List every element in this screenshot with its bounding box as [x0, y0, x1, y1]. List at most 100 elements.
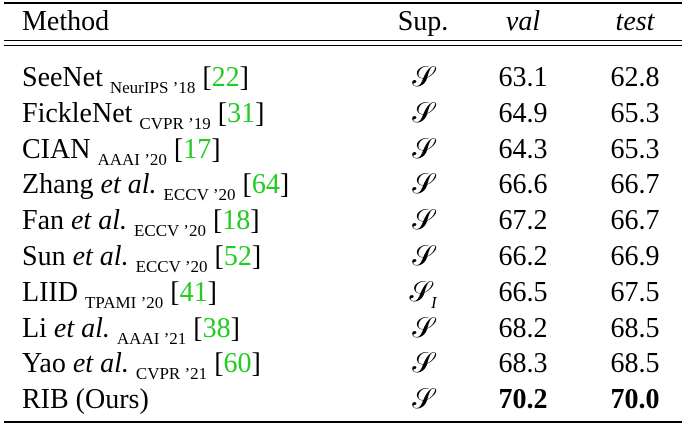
method-name: RIB (Ours): [22, 384, 149, 416]
val-score: 66.6: [498, 169, 548, 201]
top-rule: [4, 2, 682, 4]
venue: ECCV ’20: [163, 185, 236, 205]
supervision: 𝒮: [412, 205, 434, 237]
citation: 31: [227, 97, 256, 129]
test-score: 70.0: [610, 384, 660, 416]
header-cell: test: [615, 6, 655, 37]
bracket: [: [212, 205, 223, 237]
citation: 22: [211, 62, 240, 93]
venue: AAAI ’20: [97, 149, 167, 169]
bracket: ]: [250, 205, 260, 237]
val-score: 64.9: [498, 97, 548, 129]
test-score: 66.7: [610, 169, 660, 201]
venue: CVPR ’19: [139, 113, 211, 133]
method-name: CIAN: [22, 133, 91, 165]
bracket: ]: [251, 241, 262, 272]
et-al: et al.: [53, 312, 110, 344]
sup-cell: 𝒮: [412, 133, 434, 167]
test-score: 65.3: [610, 97, 660, 129]
venue: TPAMI ’20: [84, 292, 164, 312]
citation: 60: [223, 348, 252, 380]
method-name: Sun: [22, 241, 66, 272]
bracket: ]: [255, 97, 265, 129]
citation: 18: [222, 205, 251, 237]
bracket: ]: [239, 62, 249, 93]
supervision: 𝒮: [412, 241, 434, 272]
header-rule: [4, 40, 682, 41]
method-cell: Zhang et al. ECCV ’20 [64]: [22, 168, 289, 205]
val-score: 66.5: [498, 276, 548, 308]
sup-cell: 𝒮: [412, 240, 434, 274]
test-score: 65.3: [610, 133, 660, 165]
bracket: ]: [230, 312, 240, 344]
header-cell: Method: [22, 6, 110, 37]
val-score: 68.2: [498, 312, 548, 344]
test-score: 66.7: [610, 205, 660, 237]
sup-cell: 𝒮: [412, 168, 434, 202]
citation: 17: [183, 133, 212, 165]
sup-cell: 𝒮: [412, 61, 434, 95]
supervision: 𝒮: [412, 133, 434, 165]
citation: 41: [179, 276, 208, 308]
test-score: 68.5: [610, 348, 660, 380]
bracket: [: [242, 169, 252, 201]
test-score: 68.5: [610, 312, 660, 344]
sup-cell: 𝒮: [412, 383, 434, 417]
header-cell: val: [505, 6, 541, 37]
method-name: Zhang: [22, 169, 94, 201]
supervision-sub: I: [431, 292, 437, 312]
et-al: et al.: [71, 205, 127, 237]
supervision: 𝒮: [412, 169, 434, 201]
test-score: 62.8: [610, 62, 660, 93]
val-score: 64.3: [498, 133, 548, 165]
val-score: 66.2: [498, 241, 548, 272]
sup-cell: 𝒮: [412, 204, 434, 238]
method-name: SeeNet: [22, 62, 103, 93]
header-cell: Sup.: [397, 6, 449, 37]
method-cell: CIAN AAAI ’20 [17]: [22, 133, 221, 170]
supervision: 𝒮: [409, 276, 432, 308]
bracket: [: [214, 241, 224, 272]
method-name: Fan: [22, 205, 64, 237]
supervision: 𝒮: [412, 384, 434, 416]
bracket: ]: [251, 348, 261, 380]
method-name: Li: [22, 312, 47, 344]
method-cell: LIID TPAMI ’20 [41]: [22, 276, 217, 313]
bracket: ]: [211, 133, 221, 165]
method-name: LIID: [22, 276, 78, 308]
citation: 52: [223, 241, 252, 272]
et-al: et al.: [72, 241, 129, 272]
method-name: Yao: [22, 348, 66, 380]
bracket: ]: [207, 276, 217, 308]
bracket: [: [173, 133, 184, 165]
bottom-rule: [4, 421, 682, 423]
venue: AAAI ’21: [116, 328, 187, 348]
citation: 64: [251, 169, 280, 201]
citation: 38: [202, 312, 231, 344]
sup-cell: 𝒮: [412, 347, 434, 381]
bracket: [: [202, 62, 212, 93]
et-al: et al.: [100, 169, 157, 201]
method-name: FickleNet: [22, 97, 133, 129]
et-al: et al.: [72, 348, 129, 380]
venue: ECCV ’20: [135, 257, 208, 276]
bracket: [: [170, 276, 180, 308]
test-score: 66.9: [610, 241, 660, 272]
val-score: 70.2: [498, 384, 548, 416]
bracket: [: [193, 312, 203, 344]
method-cell: SeeNet NeurIPS ’18 [22]: [22, 61, 249, 98]
val-score: 67.2: [498, 205, 548, 237]
method-cell: Sun et al. ECCV ’20 [52]: [22, 240, 261, 277]
bracket: [: [214, 348, 224, 380]
header-rule: [4, 45, 682, 46]
sup-cell: 𝒮: [412, 97, 434, 131]
sup-cell: 𝒮: [412, 312, 434, 346]
sup-cell: 𝒮I: [409, 276, 436, 313]
method-cell: Li et al. AAAI ’21 [38]: [22, 312, 240, 349]
supervision: 𝒮: [412, 62, 434, 93]
method-cell: RIB (Ours): [22, 383, 149, 417]
method-cell: FickleNet CVPR ’19 [31]: [22, 97, 264, 134]
bracket: ]: [279, 169, 290, 201]
venue: ECCV ’20: [134, 221, 206, 241]
